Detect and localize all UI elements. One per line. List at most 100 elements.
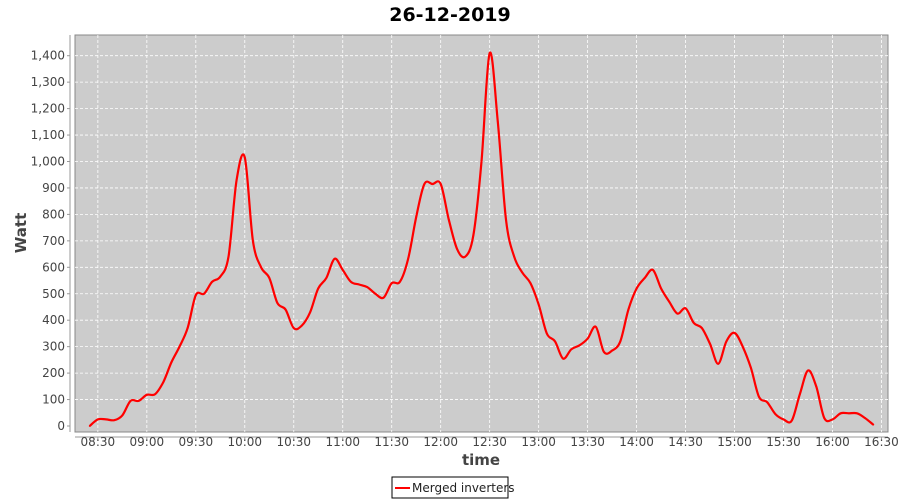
data-point	[700, 327, 703, 330]
data-point	[668, 300, 671, 303]
data-point	[423, 183, 426, 185]
data-point	[162, 381, 165, 384]
data-point	[129, 399, 132, 402]
data-point	[309, 311, 311, 314]
data-point	[839, 412, 842, 415]
data-point	[431, 183, 434, 185]
x-tick-label: 15:30	[766, 435, 801, 449]
y-tick-label: 500	[42, 287, 65, 301]
data-point	[292, 327, 295, 330]
data-point	[358, 283, 360, 286]
data-point	[562, 357, 565, 360]
data-point	[194, 294, 197, 296]
data-point	[447, 218, 450, 221]
x-axis-label: time	[462, 451, 500, 469]
y-tick-label: 800	[42, 207, 65, 221]
data-point	[529, 282, 532, 285]
x-tick-label: 14:00	[619, 435, 654, 449]
data-point	[627, 308, 630, 311]
y-tick-label: 300	[42, 340, 65, 354]
data-point	[831, 418, 834, 421]
data-point	[611, 349, 614, 352]
data-point	[782, 418, 785, 421]
x-tick-label: 16:30	[864, 435, 899, 449]
y-tick-label: 400	[42, 313, 65, 327]
grid	[75, 35, 888, 432]
data-point	[219, 275, 222, 278]
data-point	[554, 340, 556, 343]
y-tick-label: 1,200	[31, 102, 65, 116]
x-tick-label: 08:30	[81, 435, 116, 449]
data-point	[619, 340, 622, 343]
x-axis: 08:30 09:00 09:30 10:00 10:30 11:00 11:30 12:00…	[75, 435, 899, 449]
legend: Merged inverters	[391, 476, 515, 499]
x-tick-label: 15:00	[717, 435, 752, 449]
data-point	[260, 266, 263, 269]
x-tick-label: 09:30	[179, 435, 214, 449]
data-point	[105, 418, 107, 421]
data-point	[815, 385, 818, 388]
data-point	[154, 393, 156, 396]
data-point	[758, 396, 760, 398]
data-point	[741, 345, 744, 348]
legend-label: Merged inverters	[412, 481, 515, 495]
x-tick-label: 11:30	[374, 435, 409, 449]
data-point	[333, 257, 336, 260]
data-point	[472, 234, 475, 237]
data-point	[317, 287, 320, 290]
y-tick-label: 1,300	[31, 75, 65, 89]
data-point	[774, 413, 777, 415]
data-point	[137, 399, 140, 402]
data-point	[325, 276, 328, 279]
data-point	[439, 183, 442, 185]
x-tick-label: 13:30	[570, 435, 605, 449]
data-point	[521, 271, 524, 274]
data-point	[856, 412, 858, 415]
y-tick-label: 1,400	[31, 49, 65, 63]
data-point	[349, 280, 352, 283]
data-point	[586, 337, 589, 340]
data-point	[235, 179, 238, 181]
data-point	[513, 255, 516, 258]
data-point	[725, 340, 728, 343]
data-point	[96, 418, 99, 421]
data-point	[480, 160, 483, 163]
data-point	[717, 362, 720, 365]
chart-title: 26-12-2019	[389, 4, 511, 26]
data-point	[545, 332, 548, 335]
y-tick-label: 0	[57, 419, 65, 433]
data-point	[578, 344, 581, 347]
x-tick-label: 16:00	[815, 435, 850, 449]
data-point	[252, 239, 254, 242]
data-point	[635, 287, 638, 290]
data-point	[872, 423, 875, 426]
data-point	[823, 417, 826, 419]
x-tick-label: 14:30	[668, 435, 703, 449]
y-tick-label: 200	[42, 366, 65, 380]
data-point	[211, 280, 214, 283]
data-point	[709, 343, 711, 345]
series-line-merged-inverters	[88, 51, 874, 427]
y-tick-label: 1,000	[31, 155, 65, 169]
x-tick-label: 11:00	[325, 435, 360, 449]
data-point	[464, 255, 467, 258]
data-point	[660, 287, 662, 290]
data-point	[341, 269, 344, 271]
data-point	[145, 393, 148, 396]
x-tick-label: 09:00	[130, 435, 165, 449]
data-point	[268, 276, 271, 279]
data-point	[537, 303, 540, 306]
data-point	[276, 302, 279, 304]
data-point	[864, 417, 867, 419]
data-point	[488, 52, 491, 54]
data-point	[798, 393, 801, 396]
data-point	[284, 308, 287, 311]
data-point	[121, 414, 124, 417]
data-point	[398, 280, 401, 283]
data-point	[301, 324, 303, 327]
data-point	[790, 419, 793, 422]
data-point	[505, 218, 507, 221]
data-point	[178, 345, 181, 348]
y-tick-label: 100	[42, 393, 65, 407]
plot-area	[74, 34, 889, 433]
